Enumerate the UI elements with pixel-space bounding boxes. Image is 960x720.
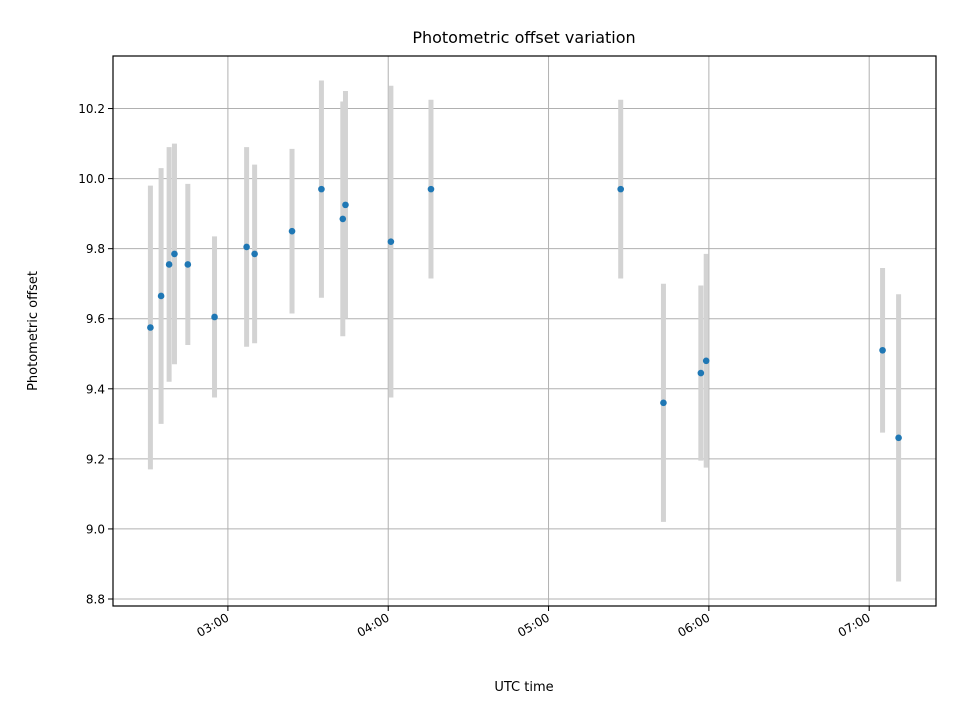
data-point [288, 227, 296, 235]
y-axis-label: Photometric offset [26, 271, 41, 391]
data-point [387, 238, 395, 245]
data-point [339, 215, 347, 223]
data-point [617, 185, 624, 193]
data-point [171, 250, 178, 258]
y-tick-label: 10.0 [78, 172, 105, 186]
data-point [157, 292, 165, 300]
data-point [342, 201, 349, 209]
data-point [879, 346, 886, 354]
data-point [895, 434, 902, 442]
y-tick-label: 9.4 [86, 382, 105, 396]
x-tick-label: 04:00 [355, 610, 392, 639]
y-tick-label: 9.6 [86, 312, 105, 326]
chart-title: Photometric offset variation [412, 28, 635, 47]
data-point [243, 243, 250, 251]
y-tick-label: 9.2 [86, 452, 105, 466]
data-point [427, 185, 435, 193]
x-tick-label: 03:00 [194, 610, 231, 639]
data-point [184, 261, 192, 268]
y-tick-label: 9.8 [86, 242, 105, 256]
data-point [697, 369, 705, 377]
plot-frame [112, 55, 937, 607]
x-tick-label: 06:00 [675, 610, 712, 639]
data-point [211, 313, 218, 321]
grid-layer [113, 56, 936, 606]
x-tick-label: 05:00 [515, 610, 552, 639]
data-point [660, 399, 667, 407]
errorbar-layer [147, 80, 902, 582]
data-point [318, 185, 325, 193]
data-point [251, 250, 258, 258]
y-tick-label: 10.2 [78, 102, 105, 116]
data-point [165, 261, 173, 268]
y-tick-label: 8.8 [86, 592, 105, 606]
x-axis: 03:00 04:00 05:00 06:00 07:00 [194, 606, 873, 640]
x-tick-label: 07:00 [836, 610, 873, 639]
data-point [702, 357, 710, 365]
x-axis-label: UTC time [494, 680, 553, 695]
point-layer [147, 185, 902, 442]
data-point [147, 324, 154, 331]
y-axis: 8.8 9.0 9.2 9.4 9.6 9.8 10.0 10.2 [78, 102, 113, 606]
y-tick-label: 9.0 [86, 522, 105, 536]
